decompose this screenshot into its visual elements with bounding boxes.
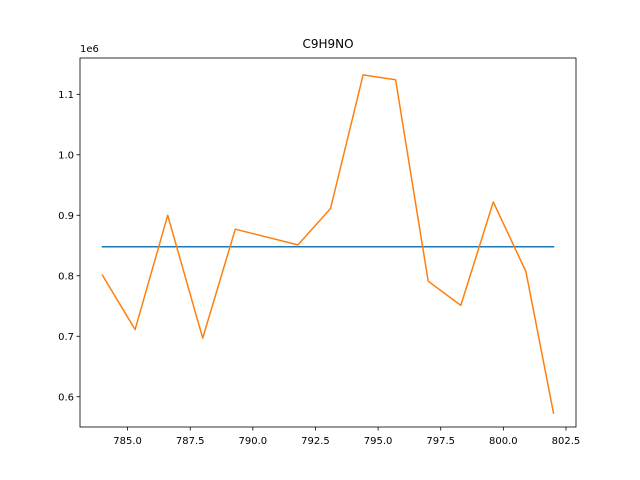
plot-area: 785.0 787.5 790.0 792.5 795.0 797.5 800.0 802.5…	[58, 57, 581, 447]
x-tick-label: 795.0	[364, 436, 393, 447]
y-tick-label: 1.1	[58, 90, 74, 101]
x-tick-label: 802.5	[552, 436, 581, 447]
x-tick-label: 792.5	[301, 436, 330, 447]
y-tick-label: 1.0	[58, 150, 74, 161]
x-tick-label: 797.5	[426, 436, 455, 447]
axes-frame	[79, 57, 577, 428]
y-tick-label: 0.6	[58, 392, 74, 403]
x-tick-label: 785.0	[113, 436, 142, 447]
y-tick-label: 0.9	[58, 211, 74, 222]
y-offset-label: 1e6	[80, 44, 99, 55]
series-line-2	[101, 74, 555, 414]
chart-title: C9H9NO	[302, 37, 353, 51]
x-tick-label: 800.0	[489, 436, 518, 447]
x-tick-label: 787.5	[176, 436, 205, 447]
x-tick-label: 790.0	[239, 436, 268, 447]
y-tick-label: 0.8	[58, 271, 74, 282]
y-tick-label: 0.7	[58, 332, 74, 343]
